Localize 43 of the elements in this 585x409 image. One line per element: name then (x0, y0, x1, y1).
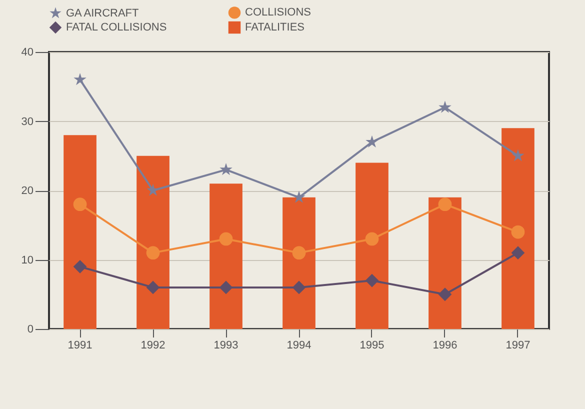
point (511, 225, 525, 239)
legend-label: FATALITIES (245, 22, 304, 34)
point (512, 149, 524, 162)
x-tick-label: 1997 (506, 340, 530, 352)
y-tick-label: 30 (21, 116, 34, 128)
point (292, 280, 306, 294)
bar (210, 184, 242, 329)
point (438, 198, 452, 212)
point (438, 288, 452, 302)
point (74, 72, 86, 86)
x-tick-label: 1996 (432, 340, 458, 352)
point (220, 163, 232, 176)
point (292, 190, 306, 203)
x-tick-label: 1993 (214, 340, 238, 352)
point (366, 135, 378, 148)
bar (136, 156, 170, 329)
y-tick-label: 20 (21, 185, 34, 197)
x-tick-label: 1994 (286, 340, 312, 352)
x-tick-label: 1995 (360, 340, 384, 352)
bar (64, 135, 96, 329)
legend-label: COLLISIONS (245, 6, 312, 19)
legend-label: FATAL COLLISIONS (66, 22, 167, 34)
point (219, 232, 233, 246)
point (146, 246, 160, 260)
bar (282, 197, 316, 329)
bar (428, 197, 462, 329)
point (219, 280, 233, 294)
point (73, 198, 87, 212)
y-tick-label: 40 (21, 46, 34, 58)
y-tick-label: 10 (21, 254, 34, 266)
point (146, 280, 160, 294)
point (73, 260, 87, 274)
point (292, 246, 306, 260)
point (365, 232, 379, 246)
x-tick-label: 1991 (68, 340, 92, 352)
y-tick-label: 0 (27, 324, 34, 336)
bar (356, 162, 388, 329)
x-tick-label: 1992 (140, 340, 166, 352)
point (438, 100, 452, 113)
point (365, 274, 379, 288)
legend-label: GA AIRCRAFT (66, 7, 140, 20)
bar (502, 128, 534, 329)
point (511, 246, 525, 260)
